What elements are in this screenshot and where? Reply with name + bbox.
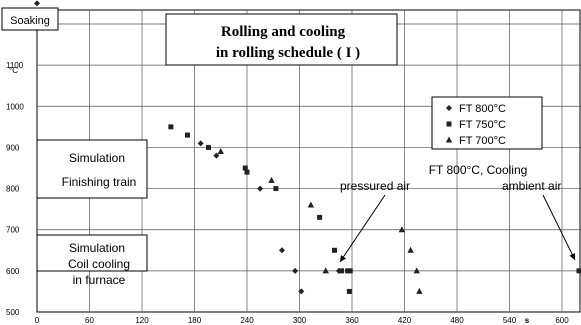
data-point-square (345, 268, 351, 274)
y-tick-label: 500 (6, 308, 20, 317)
arrow-pressured-air-head (340, 255, 347, 262)
x-tick-label: 600 (555, 316, 569, 325)
data-point-diamond (257, 185, 264, 192)
data-point-square (244, 169, 250, 175)
x-tick-label: 240 (240, 316, 254, 325)
legend-marker (445, 136, 453, 143)
data-point-triangle (268, 176, 275, 183)
data-point-triangle (307, 201, 315, 208)
data-point-triangle (398, 226, 406, 233)
y-tick-label: 1100 (6, 61, 24, 70)
x-tick-label: 180 (188, 316, 202, 325)
soaking-label: Soaking (10, 15, 50, 27)
sim-cc-line3: in furnace (73, 273, 126, 287)
sim-ft-box (36, 139, 148, 199)
data-marks (34, 0, 581, 295)
cooling-right: ambient air (502, 179, 561, 193)
data-point-triangle (413, 267, 420, 274)
data-point-square (576, 268, 581, 274)
data-point-square (273, 186, 279, 192)
legend-marker (446, 121, 452, 127)
data-point-diamond (292, 267, 299, 274)
legend-marker (446, 105, 452, 111)
x-tick-label: 360 (345, 316, 359, 325)
data-point-triangle (407, 246, 414, 253)
arrow-ambient-air-head (569, 253, 575, 260)
y-tick-label: 800 (6, 185, 20, 194)
data-point-square (332, 247, 337, 253)
legend-label: FT 750°C (459, 119, 506, 131)
y-tick-label: 900 (6, 143, 20, 152)
chart-title-line2: in rolling schedule ( I ) (216, 45, 360, 61)
arrow-ambient-air (542, 194, 576, 261)
cooling-line1: FT 800°C, Cooling (429, 163, 528, 177)
y-tick-label: 700 (6, 226, 20, 235)
chart-title-line1: Rolling and cooling (221, 24, 346, 40)
data-point-square (346, 288, 352, 294)
data-point-triangle (322, 267, 329, 274)
sim-cc-line2: Coil cooling (68, 257, 130, 271)
data-point-diamond (279, 247, 285, 254)
x-tick-label: 540 (503, 316, 517, 325)
data-point-diamond (197, 140, 204, 147)
data-point-diamond (34, 0, 40, 7)
data-point-square (339, 268, 344, 274)
y-tick-label: 600 (6, 267, 20, 276)
y-tick-label: 1000 (6, 102, 24, 111)
sim-ft-line2: Finishing train (62, 175, 137, 189)
legend-label: FT 800°C (459, 103, 506, 115)
soaking-box (1, 7, 59, 31)
sim-cc-line1: Simulation (69, 241, 125, 255)
x-tick-label: 0 (35, 316, 40, 325)
data-point-square (242, 165, 248, 171)
cooling-left: pressured air (340, 179, 410, 193)
sim-cc-box (36, 234, 148, 272)
title-box (165, 13, 398, 66)
x-tick-label: 480 (450, 316, 464, 325)
data-point-square (347, 268, 353, 274)
x-tick-label: 60 (85, 316, 94, 325)
sim-ft-line1: Simulation (69, 151, 125, 165)
x-axis-label: s (525, 316, 530, 325)
legend-label: FT 700°C (459, 135, 506, 147)
y-axis-label: °C (9, 66, 18, 75)
annotations: Soaking Rolling and cooling in rolling sch… (1, 7, 576, 287)
data-point-triangle (217, 148, 224, 155)
data-point-square (206, 144, 211, 150)
x-tick-label: 420 (398, 316, 412, 325)
data-point-square (168, 124, 174, 130)
x-tick-label: 300 (293, 316, 307, 325)
x-tick-label: 120 (135, 316, 149, 325)
data-point-diamond (298, 288, 305, 295)
data-point-square (317, 214, 323, 220)
data-point-triangle (416, 287, 423, 294)
data-point-square (185, 132, 190, 138)
data-point-diamond (213, 152, 220, 159)
arrow-pressured-air (339, 194, 386, 263)
